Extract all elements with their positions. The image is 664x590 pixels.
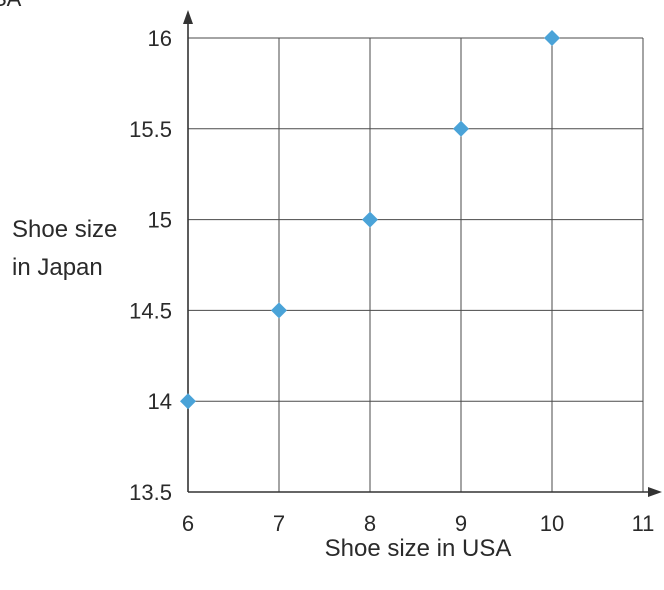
x-axis-arrow bbox=[648, 487, 662, 497]
y-tick-label-1: 14 bbox=[148, 389, 172, 414]
y-tick-labels: 13.5 14 14.5 15 15.5 16 bbox=[129, 26, 172, 505]
axes bbox=[183, 10, 662, 497]
y-tick-label-0: 13.5 bbox=[129, 480, 172, 505]
top-fragment-label: SA bbox=[0, 0, 22, 11]
grid bbox=[188, 37, 644, 492]
data-points bbox=[180, 30, 560, 410]
x-tick-label-5: 11 bbox=[632, 511, 655, 536]
x-axis-label: Shoe size in USA bbox=[325, 535, 512, 562]
data-point-3 bbox=[453, 120, 469, 137]
data-point-1 bbox=[271, 302, 287, 319]
y-tick-label-4: 15.5 bbox=[129, 117, 172, 142]
y-axis-label-line-1: Shoe size bbox=[12, 216, 117, 243]
x-tick-label-2: 8 bbox=[364, 511, 376, 536]
y-tick-label-2: 14.5 bbox=[129, 298, 172, 323]
y-axis-label-line-2: in Japan bbox=[12, 254, 103, 281]
x-tick-labels: 6 7 8 9 10 11 bbox=[182, 511, 655, 536]
y-axis-arrow bbox=[183, 10, 193, 24]
y-tick-label-3: 15 bbox=[148, 208, 172, 233]
data-point-0 bbox=[180, 393, 196, 410]
x-tick-label-3: 9 bbox=[455, 511, 467, 536]
x-tick-label-1: 7 bbox=[273, 511, 285, 536]
y-tick-label-5: 16 bbox=[148, 26, 172, 51]
data-point-4 bbox=[544, 30, 560, 46]
x-tick-label-4: 10 bbox=[540, 511, 564, 536]
x-tick-label-0: 6 bbox=[182, 511, 194, 536]
data-point-2 bbox=[362, 211, 378, 228]
